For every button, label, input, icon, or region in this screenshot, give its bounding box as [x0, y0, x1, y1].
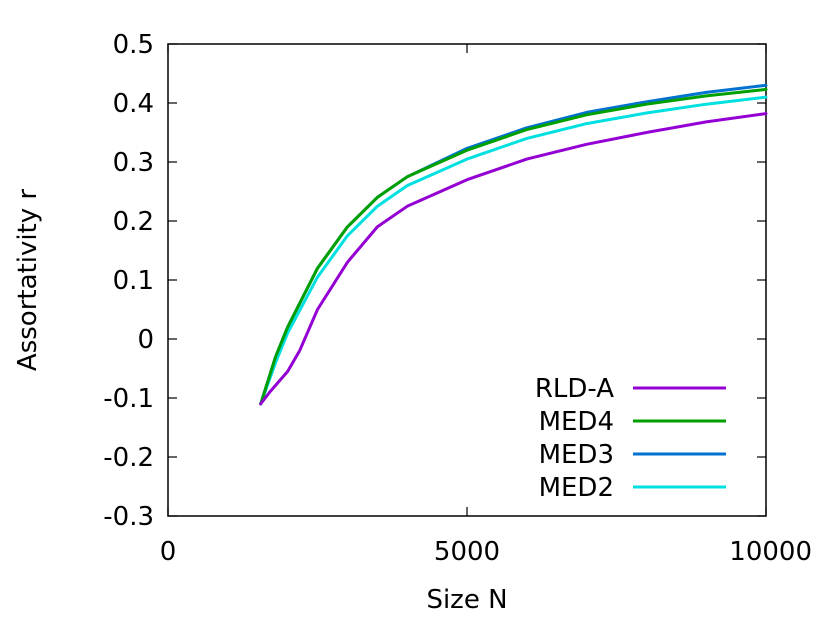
legend-label: MED2: [539, 473, 614, 503]
y-axis-label: Assortativity r: [13, 189, 43, 371]
y-tick-label: -0.1: [103, 384, 154, 414]
series-line-med2: [259, 95, 768, 406]
y-tick-label: -0.3: [103, 502, 154, 532]
x-tick-label: 10000: [729, 537, 812, 567]
series-lines: [259, 83, 768, 406]
axis-ticks: -0.3 -0.2 -0.1 0 0.1 0.2 0.3 0.4 0.5 0 5000 10000: [103, 30, 812, 567]
x-axis-label: Size N: [426, 585, 507, 615]
series-line-rld-a: [259, 112, 768, 406]
y-tick-label: 0.2: [113, 207, 154, 237]
x-tick-label: 0: [160, 537, 177, 567]
y-tick-label: 0.5: [113, 30, 154, 60]
y-tick-label: 0.3: [113, 148, 154, 178]
y-tick-label: 0.4: [113, 89, 154, 119]
legend-label: MED3: [539, 440, 614, 470]
y-tick-label: 0.1: [113, 266, 154, 296]
y-tick-label: 0: [137, 325, 154, 355]
plot-frame: [167, 43, 767, 517]
legend-label: RLD-A: [535, 374, 614, 404]
x-tick-label: 5000: [434, 537, 500, 567]
y-tick-label: -0.2: [103, 443, 154, 473]
legend-label: MED4: [539, 407, 614, 437]
series-line-med4: [259, 87, 768, 406]
